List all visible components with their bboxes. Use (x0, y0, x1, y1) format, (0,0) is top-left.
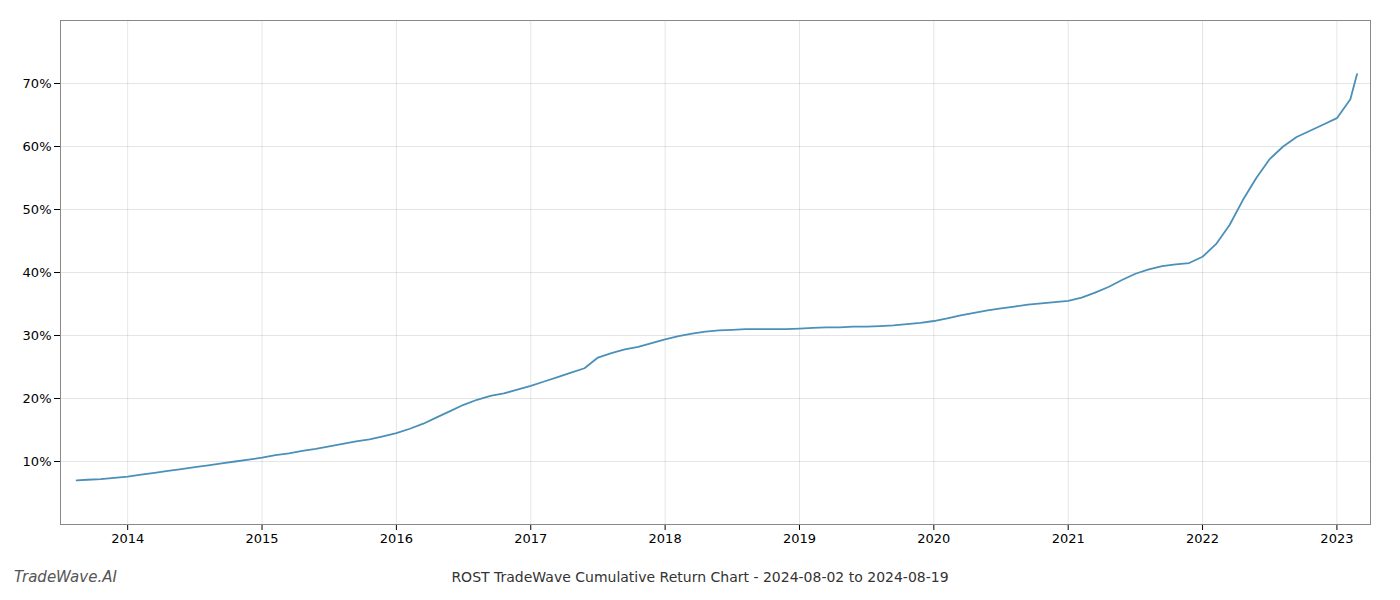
svg-text:40%: 40% (23, 265, 52, 280)
svg-text:10%: 10% (23, 454, 52, 469)
svg-text:2018: 2018 (649, 531, 682, 546)
svg-text:2016: 2016 (380, 531, 413, 546)
svg-text:50%: 50% (23, 202, 52, 217)
svg-text:60%: 60% (23, 139, 52, 154)
svg-text:2015: 2015 (245, 531, 278, 546)
svg-text:2021: 2021 (1052, 531, 1085, 546)
svg-text:2019: 2019 (783, 531, 816, 546)
svg-text:70%: 70% (23, 76, 52, 91)
html-text:ROST TradeWave Cumulative Retu: ROST TradeWave Cumulative Return Chart -… (451, 569, 949, 585)
svg-text:2020: 2020 (917, 531, 950, 546)
svg-text:20%: 20% (23, 391, 52, 406)
html-text:TradeWave.AI: TradeWave.AI (14, 568, 117, 586)
svg-text:2017: 2017 (514, 531, 547, 546)
svg-text:2023: 2023 (1320, 531, 1353, 546)
svg-text:2014: 2014 (111, 531, 144, 546)
svg-text:30%: 30% (23, 328, 52, 343)
svg-text:2022: 2022 (1186, 531, 1219, 546)
